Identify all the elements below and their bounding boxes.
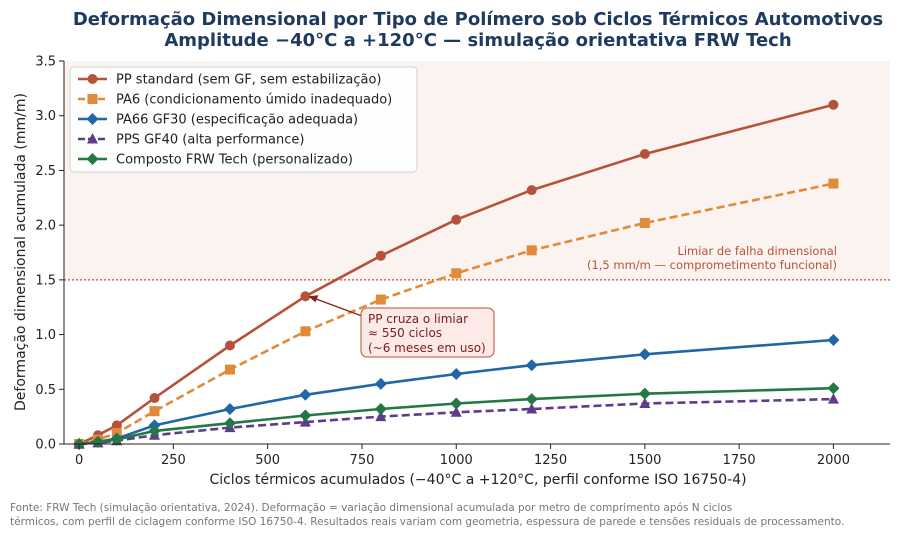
- data-point: [639, 397, 651, 409]
- data-point: [638, 387, 651, 400]
- data-point: [375, 294, 386, 305]
- data-point: [299, 409, 312, 422]
- x-tick-label: 1250: [534, 453, 567, 468]
- annotation-arrow-head: [308, 295, 319, 303]
- data-point: [525, 359, 538, 372]
- axes-group: 0 250 500 750 1000 1250 1500 1750 2000 0.0 0.5 1.0 1…: [35, 55, 890, 468]
- data-point: [639, 217, 650, 228]
- data-point: [827, 393, 839, 404]
- x-tick-label: 250: [161, 453, 186, 468]
- chart-title: Deformação Dimensional por Tipo de Polím…: [73, 9, 883, 30]
- x-tick-label: 1000: [440, 453, 473, 468]
- y-tick-label: 3.0: [35, 109, 56, 124]
- data-point: [111, 420, 122, 431]
- annotation-line3: (~6 meses em uso): [368, 341, 486, 355]
- data-point: [299, 388, 312, 401]
- series-5: [73, 382, 840, 450]
- x-tick-label: 0: [75, 453, 83, 468]
- y-tick-label: 2.0: [35, 219, 56, 234]
- data-point: [223, 417, 236, 430]
- data-point: [451, 214, 462, 225]
- annotation-line1: PP cruza o limiar: [368, 312, 468, 326]
- y-tick-label: 1.0: [35, 328, 56, 343]
- y-tick-label: 0.5: [35, 383, 56, 398]
- annotation-group: PP cruza o limiar≈ 550 ciclos(~6 meses e…: [308, 295, 495, 358]
- legend: PP standard (sem GF, sem estabilização) P…: [69, 66, 418, 173]
- legend-frame: [69, 66, 418, 173]
- legend-swatch-marker: [86, 113, 99, 125]
- legend-entry-3: PA66 GF30 (especificação adequada): [116, 113, 358, 128]
- data-point: [827, 382, 840, 395]
- data-point: [450, 367, 463, 380]
- threshold-group: Limiar de falha dimensional(1,5 mm/m — c…: [64, 244, 890, 281]
- data-point: [526, 185, 537, 196]
- data-point: [375, 410, 387, 422]
- data-point: [828, 178, 839, 189]
- data-point: [526, 402, 538, 414]
- x-tick-label: 2000: [817, 453, 850, 468]
- chart-subtitle: Amplitude −40°C a +120°C — simulação ori…: [164, 30, 791, 51]
- data-point: [525, 393, 538, 406]
- data-point: [91, 435, 104, 448]
- data-point: [374, 377, 387, 390]
- x-tick-label: 750: [350, 453, 375, 468]
- data-point: [827, 334, 840, 347]
- data-point: [526, 245, 537, 256]
- data-point: [375, 250, 386, 261]
- x-tick-label: 500: [255, 453, 280, 468]
- y-tick-label: 0.0: [35, 438, 56, 453]
- legend-entry-1: PP standard (sem GF, sem estabilização): [116, 73, 381, 88]
- x-tick-label: 1750: [723, 453, 756, 468]
- legend-swatch-marker: [87, 94, 98, 104]
- x-axis-label: Ciclos térmicos acumulados (−40°C a +120…: [209, 472, 746, 488]
- y-tick-label: 3.5: [35, 55, 56, 70]
- annotation-box: [360, 307, 495, 358]
- threshold-label-line2: (1,5 mm/m — comprometimento funcional): [587, 258, 837, 272]
- source-note-line2: térmicos, com perfil de ciclagem conform…: [10, 516, 844, 528]
- y-tick-label: 2.5: [35, 164, 56, 179]
- data-point: [300, 326, 311, 337]
- data-point: [639, 149, 650, 160]
- data-point: [450, 397, 463, 410]
- annotation-arrow-line: [311, 296, 363, 317]
- data-point: [374, 402, 387, 415]
- legend-entry-4: PPS GF40 (alta performance): [116, 133, 304, 148]
- data-point: [300, 291, 311, 302]
- data-point: [149, 406, 160, 417]
- data-point: [828, 99, 839, 110]
- y-tick-label: 1.5: [35, 273, 56, 288]
- data-point: [638, 348, 651, 361]
- legend-swatch-marker: [87, 133, 98, 144]
- data-point: [223, 402, 236, 415]
- y-axis-label: Deformação dimensional acumulada (mm/m): [13, 93, 29, 411]
- legend-swatch-marker: [86, 153, 99, 165]
- data-point: [451, 268, 462, 279]
- series-group: [73, 99, 840, 450]
- data-point: [224, 340, 235, 351]
- legend-swatch-marker: [87, 74, 98, 84]
- data-point: [110, 433, 123, 446]
- data-point: [224, 364, 235, 375]
- legend-entry-5: Composto FRW Tech (personalizado): [116, 153, 353, 168]
- x-tick-label: 1500: [628, 453, 661, 468]
- data-point: [450, 406, 462, 417]
- source-note-line1: Fonte: FRW Tech (simulação orientativa, …: [10, 502, 732, 514]
- annotation-line2: ≈ 550 ciclos: [368, 326, 442, 340]
- legend-entry-2: PA6 (condicionamento úmido inadequado): [116, 93, 392, 108]
- data-point: [149, 393, 160, 404]
- data-point: [148, 424, 161, 437]
- threshold-label-line1: Limiar de falha dimensional: [677, 244, 837, 258]
